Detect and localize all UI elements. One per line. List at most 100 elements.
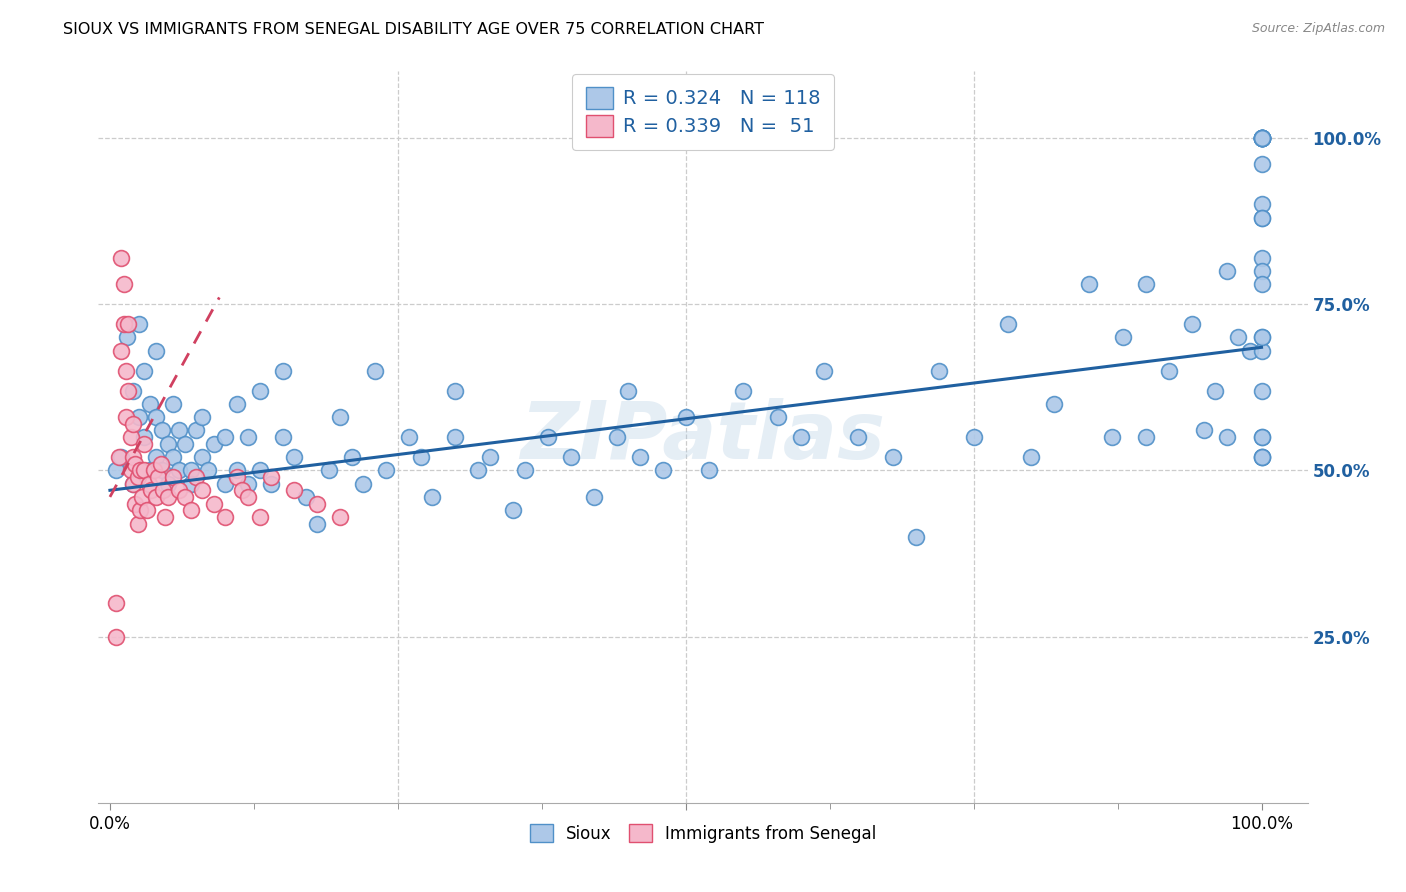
- Point: [122, 450, 145, 464]
- Point: [1250, 343, 1272, 358]
- Point: [155, 509, 177, 524]
- Point: [122, 476, 145, 491]
- Point: [1250, 450, 1272, 464]
- Point: [124, 457, 146, 471]
- Point: [1204, 384, 1226, 398]
- Point: [139, 463, 162, 477]
- Point: [1250, 450, 1272, 464]
- Point: [134, 463, 156, 477]
- Point: [651, 463, 673, 477]
- Point: [231, 483, 253, 498]
- Point: [110, 251, 132, 265]
- Point: [1250, 430, 1272, 444]
- Text: SIOUX VS IMMIGRANTS FROM SENEGAL DISABILITY AGE OVER 75 CORRELATION CHART: SIOUX VS IMMIGRANTS FROM SENEGAL DISABIL…: [63, 22, 765, 37]
- Point: [1250, 211, 1272, 225]
- Point: [127, 470, 149, 484]
- Point: [1112, 330, 1135, 344]
- Point: [191, 483, 214, 498]
- Point: [766, 410, 789, 425]
- Point: [1250, 131, 1272, 145]
- Point: [1250, 131, 1272, 145]
- Point: [329, 410, 352, 425]
- Text: ZIPatlas: ZIPatlas: [520, 398, 886, 476]
- Point: [162, 450, 184, 464]
- Point: [167, 483, 190, 498]
- Point: [162, 470, 184, 484]
- Point: [225, 397, 247, 411]
- Point: [398, 430, 420, 444]
- Point: [1250, 251, 1272, 265]
- Point: [104, 630, 127, 644]
- Point: [156, 490, 179, 504]
- Point: [225, 463, 247, 477]
- Point: [115, 330, 138, 344]
- Point: [1135, 277, 1157, 292]
- Point: [145, 490, 167, 504]
- Point: [1250, 330, 1272, 344]
- Point: [1216, 430, 1239, 444]
- Point: [117, 384, 139, 398]
- Point: [1181, 317, 1204, 331]
- Point: [145, 343, 167, 358]
- Point: [1250, 384, 1272, 398]
- Point: [260, 476, 283, 491]
- Point: [813, 363, 835, 377]
- Point: [120, 463, 142, 477]
- Point: [1043, 397, 1066, 411]
- Point: [1250, 131, 1272, 145]
- Point: [502, 503, 524, 517]
- Point: [112, 317, 135, 331]
- Point: [149, 457, 172, 471]
- Point: [186, 470, 208, 484]
- Point: [128, 503, 150, 517]
- Point: [152, 483, 174, 498]
- Point: [110, 343, 132, 358]
- Point: [127, 516, 149, 531]
- Point: [145, 450, 167, 464]
- Point: [104, 596, 127, 610]
- Point: [141, 483, 163, 498]
- Point: [202, 436, 225, 450]
- Point: [110, 450, 132, 464]
- Point: [582, 490, 605, 504]
- Point: [249, 463, 271, 477]
- Point: [124, 497, 146, 511]
- Point: [236, 476, 259, 491]
- Point: [905, 530, 928, 544]
- Point: [329, 509, 352, 524]
- Point: [180, 503, 202, 517]
- Point: [1135, 430, 1157, 444]
- Point: [1192, 424, 1215, 438]
- Point: [1250, 330, 1272, 344]
- Point: [1250, 197, 1272, 211]
- Point: [422, 490, 444, 504]
- Point: [283, 483, 305, 498]
- Point: [122, 384, 145, 398]
- Point: [128, 463, 150, 477]
- Point: [112, 277, 135, 292]
- Point: [197, 463, 219, 477]
- Point: [617, 384, 640, 398]
- Point: [1077, 277, 1099, 292]
- Point: [134, 363, 156, 377]
- Point: [848, 430, 870, 444]
- Point: [145, 410, 167, 425]
- Point: [1250, 131, 1272, 145]
- Point: [1250, 131, 1272, 145]
- Point: [150, 463, 173, 477]
- Point: [513, 463, 536, 477]
- Point: [928, 363, 950, 377]
- Point: [697, 463, 720, 477]
- Point: [150, 424, 173, 438]
- Point: [1227, 330, 1250, 344]
- Point: [122, 417, 145, 431]
- Point: [444, 384, 467, 398]
- Point: [536, 430, 558, 444]
- Point: [1250, 131, 1272, 145]
- Point: [120, 430, 142, 444]
- Point: [186, 424, 208, 438]
- Point: [1250, 131, 1272, 145]
- Point: [134, 436, 156, 450]
- Point: [1239, 343, 1261, 358]
- Point: [271, 430, 294, 444]
